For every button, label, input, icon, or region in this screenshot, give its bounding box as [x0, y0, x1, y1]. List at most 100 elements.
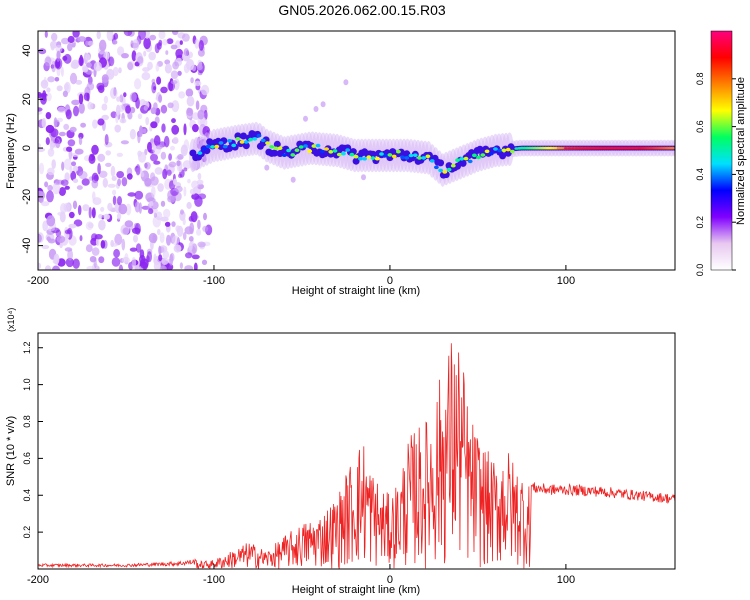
noise-blob — [178, 91, 186, 99]
ridge-core — [501, 148, 507, 153]
ridge-core — [467, 159, 473, 164]
ridge-core — [273, 146, 279, 151]
noise-blob — [47, 226, 55, 232]
noise-blob — [176, 225, 184, 237]
noise-blob — [74, 148, 84, 155]
noise-blob — [160, 200, 166, 207]
noise-blob — [155, 62, 160, 72]
noise-blob — [80, 122, 86, 128]
ridge-peak — [563, 147, 568, 150]
noise-blob — [40, 93, 47, 105]
y-tick-label: 0.6 — [22, 452, 32, 465]
noise-blob — [100, 240, 106, 249]
x-tick-label: -100 — [203, 275, 225, 287]
ridge-peak — [588, 147, 593, 150]
snr-line — [38, 343, 675, 569]
ridge-peak — [609, 147, 614, 150]
y-tick-label: 40 — [21, 44, 33, 56]
x-tick-label: -200 — [27, 275, 49, 287]
noise-blob — [194, 38, 200, 49]
noise-blob — [86, 82, 95, 91]
noise-blob — [58, 131, 66, 137]
ridge-peak — [606, 147, 611, 150]
y-tick-label: 0.8 — [22, 415, 32, 428]
ridge-core — [510, 149, 515, 154]
noise-blob — [98, 219, 106, 231]
noise-blob — [162, 168, 168, 180]
ridge-peak — [634, 147, 639, 150]
noise-blob — [173, 178, 177, 185]
noise-blob — [164, 59, 171, 65]
noise-blob — [135, 243, 142, 253]
noise-blob — [52, 182, 61, 195]
noise-blob — [86, 62, 92, 68]
noise-blob — [43, 76, 47, 86]
noise-blob — [178, 173, 183, 178]
noise-blob — [91, 247, 100, 256]
noise-blob — [38, 262, 42, 270]
noise-blob — [103, 213, 110, 220]
ridge-core — [205, 144, 211, 149]
noise-blob — [172, 61, 180, 70]
noise-blob — [107, 183, 116, 188]
noise-blob — [186, 107, 194, 117]
noise-blob — [59, 211, 66, 223]
noise-blob — [163, 208, 171, 219]
noise-blob — [66, 146, 73, 152]
noise-blob — [203, 212, 207, 221]
noise-blob — [38, 233, 42, 243]
noise-blob — [166, 169, 172, 176]
noise-blob — [158, 39, 163, 47]
noise-blob — [85, 221, 94, 231]
noise-blob — [91, 144, 99, 155]
noise-blob — [87, 40, 94, 46]
ridge-peak — [613, 147, 618, 150]
colorbar-gradient — [710, 30, 733, 271]
y-tick-label: 20 — [21, 93, 33, 105]
noise-blob — [105, 162, 112, 167]
noise-blob — [82, 204, 90, 212]
noise-blob — [119, 118, 127, 124]
ridge-core — [239, 140, 245, 144]
noise-blob — [196, 64, 203, 71]
ridge-core — [383, 153, 389, 158]
noise-blob — [64, 185, 70, 190]
colorbar-tick-label: 0.0 — [695, 264, 705, 277]
noise-blob — [78, 136, 83, 146]
noise-blob — [122, 227, 130, 235]
noise-blob — [98, 214, 103, 219]
noise-blob — [38, 48, 47, 55]
noise-blob — [137, 56, 144, 64]
x-tick-label: -200 — [27, 574, 49, 586]
noise-blob — [41, 244, 50, 250]
ridge-body — [369, 150, 377, 158]
x-tick-label: 100 — [557, 574, 575, 586]
noise-blob — [149, 201, 154, 207]
noise-blob — [143, 105, 148, 111]
noise-blob — [54, 57, 63, 70]
noise-blob — [183, 48, 189, 57]
ridge-core — [311, 144, 317, 148]
noise-blob — [72, 200, 78, 210]
noise-blob — [116, 152, 124, 157]
noise-blob — [64, 229, 72, 235]
snr-y-label: SNR (10 * v/v) — [5, 416, 17, 486]
noise-blob — [186, 201, 192, 210]
noise-blob — [93, 174, 99, 182]
ridge-core — [434, 165, 439, 170]
ridge-core — [488, 151, 494, 156]
y-tick-label: -20 — [21, 189, 33, 205]
noise-blob — [182, 33, 190, 42]
noise-blob — [42, 220, 49, 232]
noise-blob — [171, 100, 180, 113]
noise-blob — [129, 128, 136, 140]
noise-blob — [60, 66, 64, 77]
ridge-core — [201, 147, 207, 151]
noise-blob — [85, 244, 93, 253]
noise-blob — [123, 92, 127, 98]
noise-blob — [101, 74, 109, 83]
noise-blob — [77, 36, 87, 42]
noise-blob — [60, 179, 69, 186]
ridge-core — [214, 144, 220, 149]
noise-blob — [165, 50, 169, 55]
